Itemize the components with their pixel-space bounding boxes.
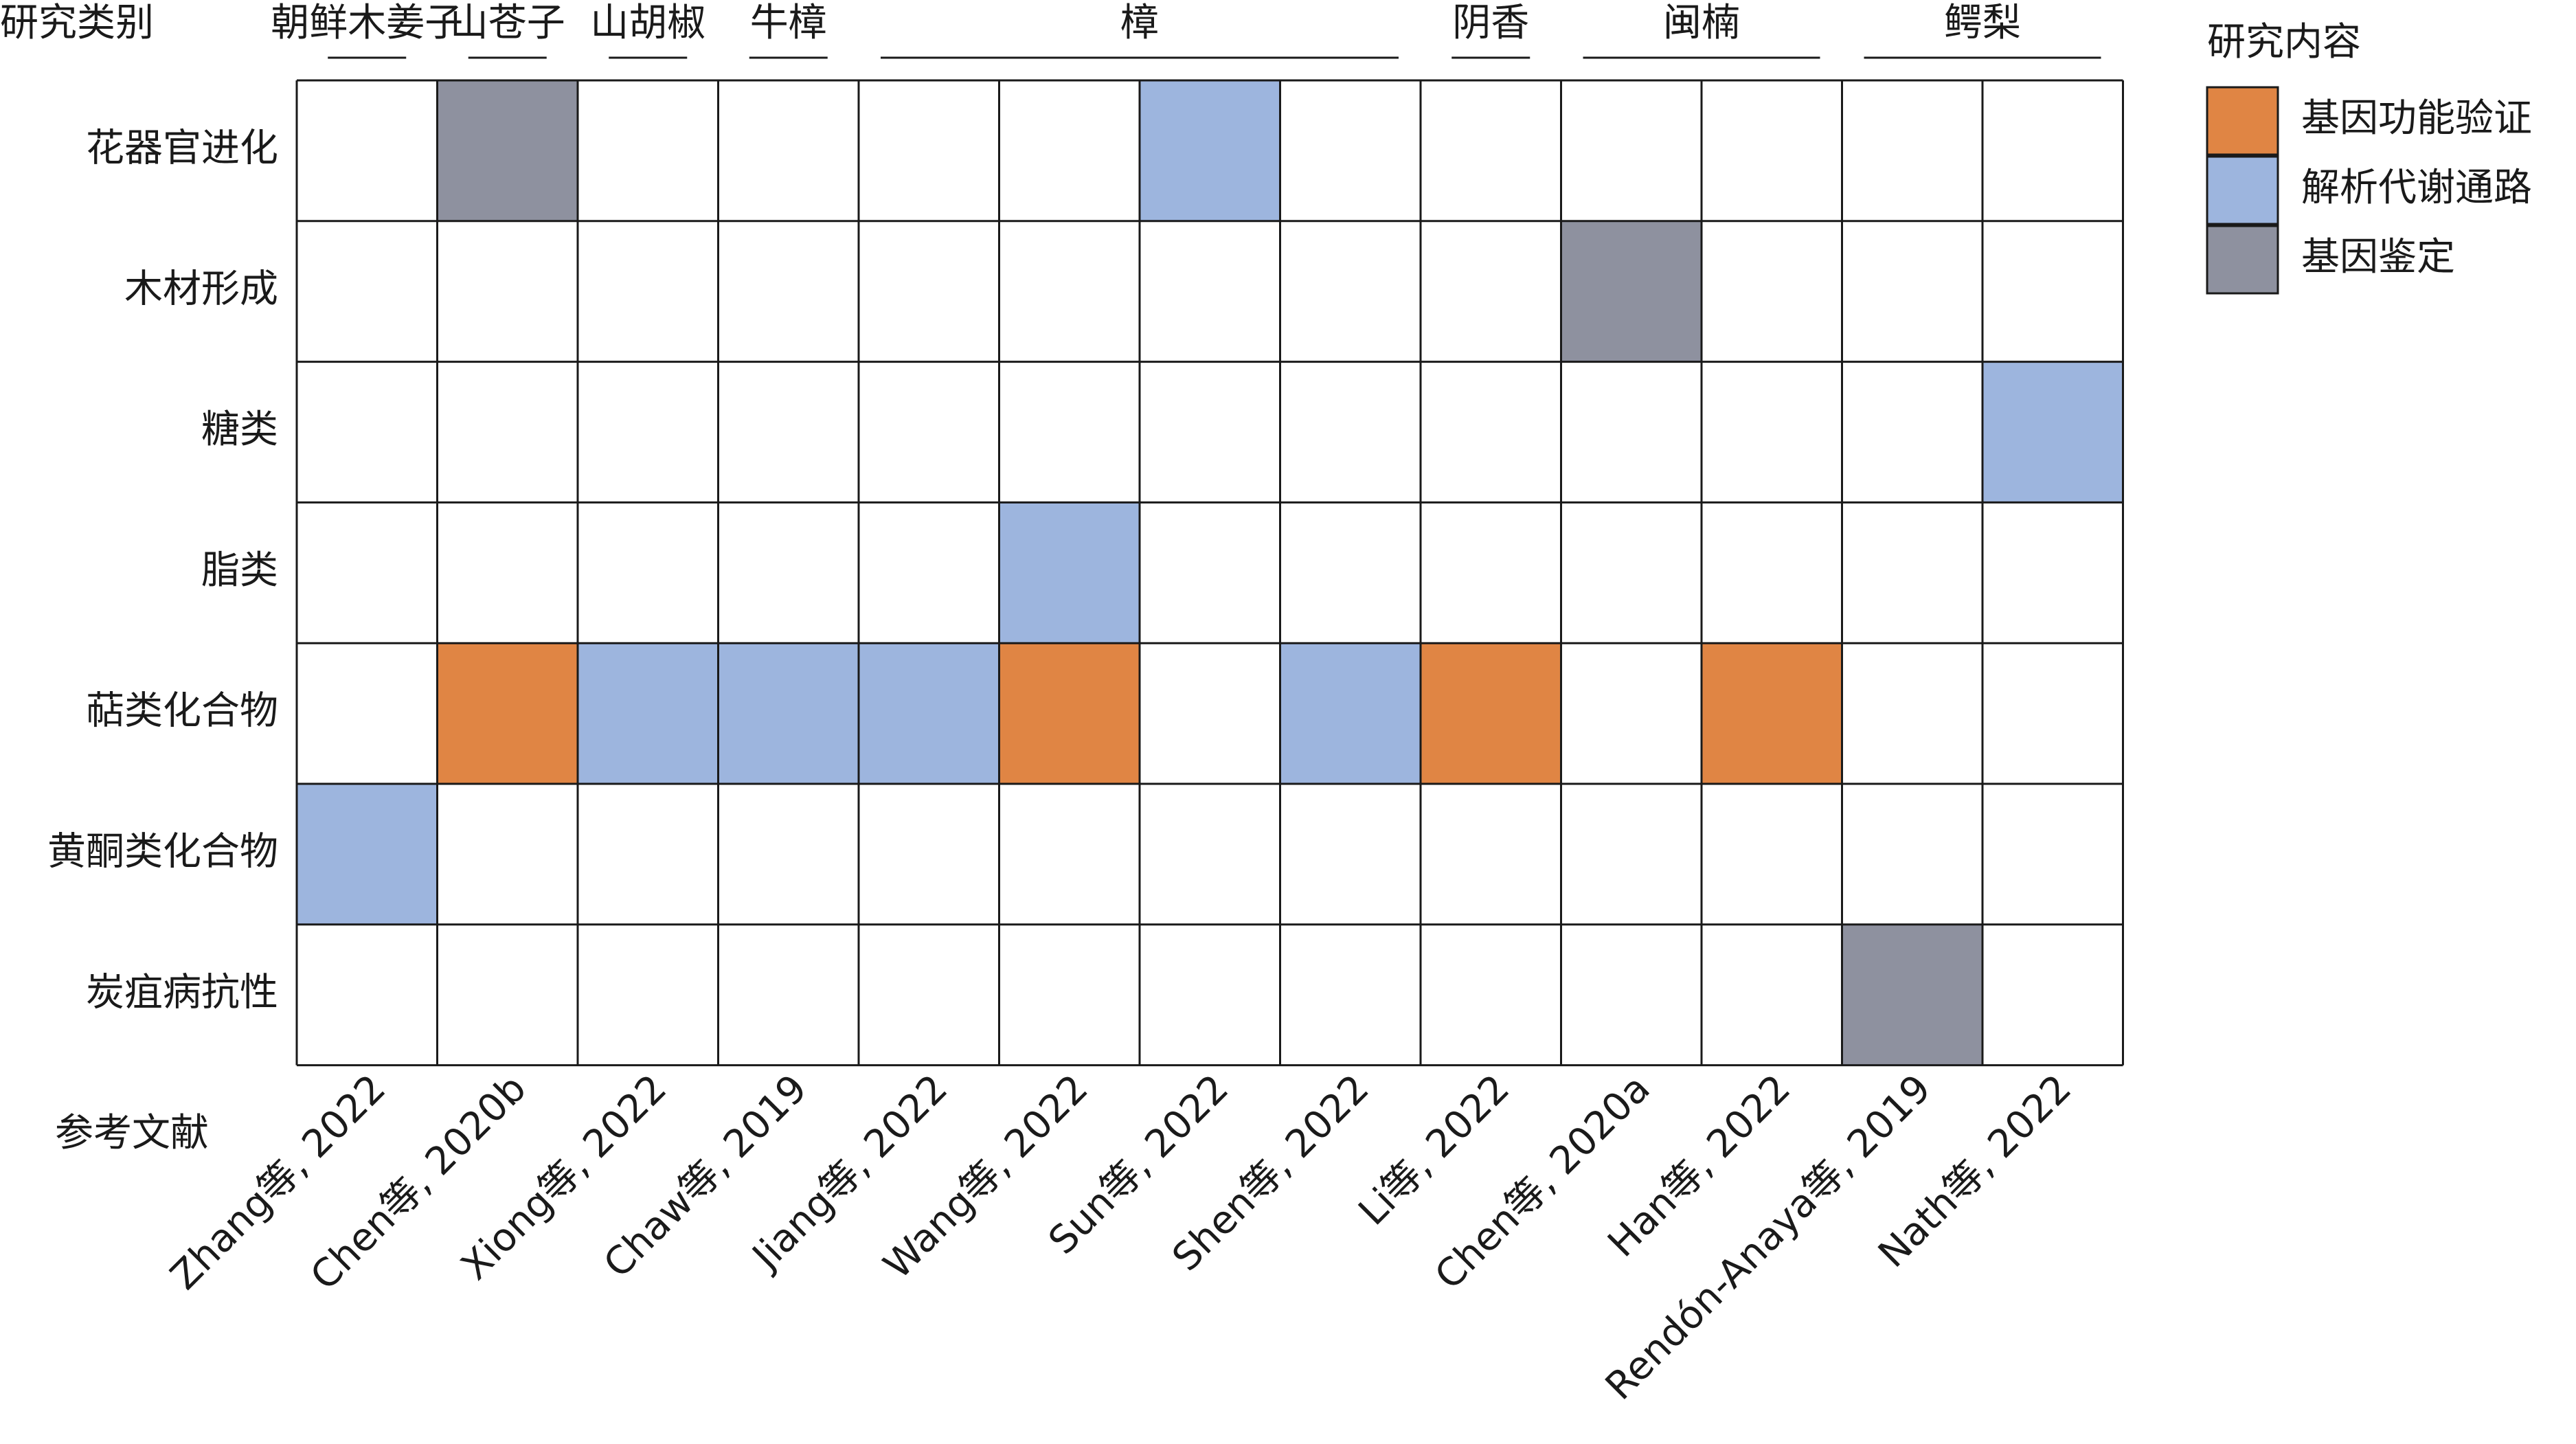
heatmap-cell <box>1280 643 1421 784</box>
corner-label: 研究类别 <box>0 1 154 45</box>
heatmap-cell <box>999 502 1140 644</box>
heatmap-cell <box>297 784 438 925</box>
species-label: 闽楠 <box>1663 1 1740 45</box>
heatmap-cell <box>999 643 1140 784</box>
row-label: 木材形成 <box>124 267 278 311</box>
row-label: 脂类 <box>201 548 278 593</box>
row-label: 炭疽病抗性 <box>86 970 278 1015</box>
heatmap-cell <box>859 643 999 784</box>
species-label: 鳄梨 <box>1944 1 2021 45</box>
legend-label: 解析代谢通路 <box>2301 166 2532 210</box>
heatmap-cell <box>437 80 578 221</box>
heatmap-cell <box>1982 361 2123 503</box>
heatmap-cells <box>297 80 2123 1065</box>
grid-lines <box>295 79 2124 1067</box>
heatmap-cell <box>1140 80 1280 221</box>
species-label: 阴香 <box>1452 1 1529 45</box>
heatmap-cell <box>437 643 578 784</box>
species-label: 朝鲜木姜子 <box>271 1 463 45</box>
legend-swatch <box>2206 155 2279 225</box>
legend-swatch <box>2206 86 2279 156</box>
row-label: 萜类化合物 <box>86 689 278 734</box>
legend-title: 研究内容 <box>2207 20 2361 65</box>
legend-swatch <box>2206 225 2279 295</box>
heatmap-cell <box>718 643 859 784</box>
legend-label: 基因鉴定 <box>2301 235 2455 280</box>
legend-label: 基因功能验证 <box>2301 96 2532 141</box>
species-label: 山苍子 <box>450 1 565 45</box>
species-label: 山胡椒 <box>590 1 705 45</box>
row-label: 花器官进化 <box>86 126 278 171</box>
heatmap-cell <box>1842 924 1982 1065</box>
x-axis-label: 参考文献 <box>55 1111 209 1155</box>
row-label: 黄酮类化合物 <box>47 830 278 875</box>
heatmap-cell <box>1561 221 1702 362</box>
species-label: 牛樟 <box>750 1 827 45</box>
heatmap-cell <box>578 643 719 784</box>
heatmap-cell <box>1702 643 1842 784</box>
species-label: 樟 <box>1120 1 1159 45</box>
heatmap-cell <box>1421 643 1561 784</box>
row-label: 糖类 <box>201 407 278 452</box>
